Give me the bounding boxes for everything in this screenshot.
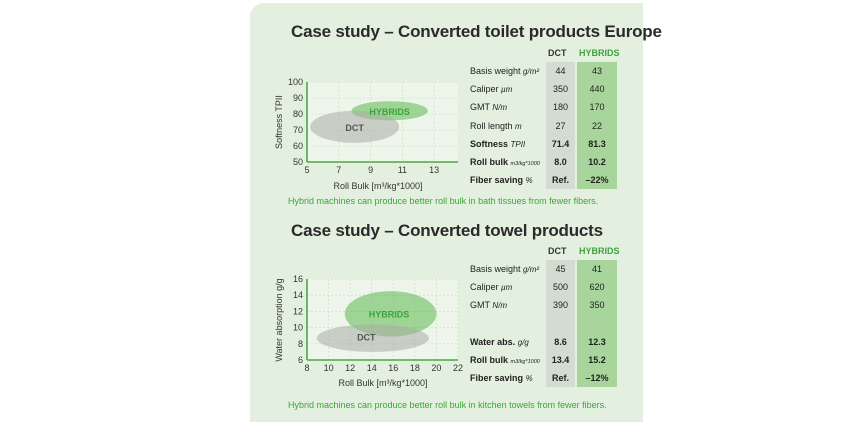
dct-value: 45 [555, 264, 566, 274]
row-unit: g/m² [523, 265, 540, 274]
series-dct-region [310, 110, 400, 143]
dct-column-bg [546, 62, 575, 190]
table-row: Fiber saving % Ref. –12% [470, 369, 620, 387]
series-label-hybrids: HYBRIDS [369, 107, 410, 117]
hybrids-value: –12% [585, 373, 609, 384]
dct-value: 13.4 [551, 355, 570, 365]
table-row: Roll bulk m3/kg*1000 13.4 15.2 [470, 351, 620, 369]
y-axis-label: Softness TPII [274, 95, 284, 149]
y-tick-label: 60 [293, 141, 303, 151]
table-row: GMT N/m 390 350 [470, 296, 620, 314]
hybrids-value: 440 [589, 84, 605, 95]
y-tick-label: 80 [293, 109, 303, 119]
row-label: GMT N/m [470, 300, 508, 311]
table-row: Fiber saving % Ref. –22% [470, 171, 620, 189]
row-unit: µm [501, 283, 513, 293]
row-unit: g/m² [523, 67, 540, 76]
row-unit: N/m [492, 301, 508, 311]
row-label: Water abs. g/g [470, 336, 529, 347]
row-unit: µm [501, 85, 513, 95]
dct-value: 8.0 [554, 157, 567, 167]
y-tick-label: 70 [293, 125, 303, 135]
hybrids-column-bg [577, 260, 617, 388]
row-label: Roll length m [470, 120, 522, 131]
dct-value: Ref. [551, 175, 569, 186]
dct-value: 180 [552, 102, 569, 113]
dct-value: 71.4 [551, 138, 570, 149]
row-label: Fiber saving % [470, 373, 533, 384]
row-label: Basis weight g/m² [470, 66, 540, 76]
hybrids-value: 620 [589, 282, 605, 293]
row-label: Caliper µm [470, 282, 513, 293]
dct-value: Ref. [551, 373, 569, 384]
y-tick-label: 90 [293, 93, 303, 103]
series-label-dct: DCT [345, 123, 364, 133]
y-tick-label: 50 [293, 157, 303, 167]
table-row: Roll length m 27 22 [470, 117, 620, 135]
study-1-title: Case study – Converted toilet products E… [291, 22, 662, 41]
y-tick-label: 100 [288, 77, 303, 87]
hybrids-value: 43 [591, 66, 602, 76]
x-axis-label: Roll Bulk [m³/kg*1000] [333, 181, 422, 191]
table-row: Basis weight g/m² 44 43 [470, 62, 620, 80]
row-unit: TPII [510, 139, 526, 149]
table-row: Caliper µm 350 440 [470, 80, 620, 98]
hybrids-value: 350 [589, 300, 605, 311]
x-tick-label: 5 [304, 165, 309, 175]
dct-value: 8.6 [554, 336, 567, 347]
table-row: Basis weight g/m² 45 41 [470, 260, 620, 278]
table-row: Softness TPII 71.4 81.3 [470, 135, 620, 153]
row-label: Basis weight g/m² [470, 264, 540, 274]
study-2-title: Case study – Converted towel products [291, 221, 603, 240]
column-header-dct: DCT [548, 246, 567, 256]
table-row: Water abs. g/g 8.6 12.3 [470, 333, 620, 351]
hybrids-value: 41 [591, 264, 602, 274]
dct-value: 27 [555, 120, 566, 131]
row-unit: m [515, 121, 522, 131]
chart-0-group: HYBRIDS DCT 5 7 9 11 13 50 60 70 80 90 100 Roll Bulk … [274, 77, 458, 191]
hybrids-column-bg [577, 62, 617, 190]
table-row: Roll bulk m3/kg*1000 8.0 10.2 [470, 153, 620, 171]
row-unit: % [525, 176, 533, 186]
row-label: GMT N/m [470, 102, 508, 113]
dct-value: 500 [552, 282, 569, 293]
hybrids-value: 15.2 [588, 355, 606, 365]
hybrids-value: 81.3 [588, 138, 606, 149]
hybrids-value: 12.3 [588, 336, 606, 347]
study-1-caption: Hybrid machines can produce better roll … [288, 196, 599, 206]
table-row [470, 315, 620, 333]
hybrids-value: 10.2 [588, 157, 606, 167]
x-tick-label: 7 [336, 165, 341, 175]
x-tick-label: 13 [429, 165, 439, 175]
dct-value: 350 [552, 84, 569, 95]
table-row: Caliper µm 500 620 [470, 278, 620, 296]
hybrids-value: 170 [589, 102, 605, 113]
row-unit: % [525, 374, 533, 384]
dct-value: 390 [552, 300, 569, 311]
row-unit: m3/kg*1000 [510, 359, 540, 365]
dct-value: 44 [555, 66, 566, 76]
x-tick-label: 9 [368, 165, 373, 175]
column-header-hybrids: HYBRIDS [579, 48, 620, 58]
dct-column-bg [546, 260, 575, 388]
column-header-dct: DCT [548, 48, 567, 58]
row-unit: N/m [492, 103, 508, 113]
row-unit: m3/kg*1000 [510, 161, 540, 167]
table-row: GMT N/m 180 170 [470, 98, 620, 116]
hybrids-value: 22 [591, 120, 602, 131]
row-label: Caliper µm [470, 84, 513, 95]
x-tick-label: 11 [398, 165, 407, 175]
hybrids-value: –22% [585, 175, 609, 186]
column-header-hybrids: HYBRIDS [579, 246, 620, 256]
row-label: Roll bulk m3/kg*1000 [470, 157, 540, 167]
row-label: Softness TPII [470, 138, 526, 149]
study-2-caption: Hybrid machines can produce better roll … [288, 400, 607, 410]
row-label: Fiber saving % [470, 175, 533, 186]
row-unit: g/g [517, 337, 529, 347]
row-label: Roll bulk m3/kg*1000 [470, 355, 540, 365]
